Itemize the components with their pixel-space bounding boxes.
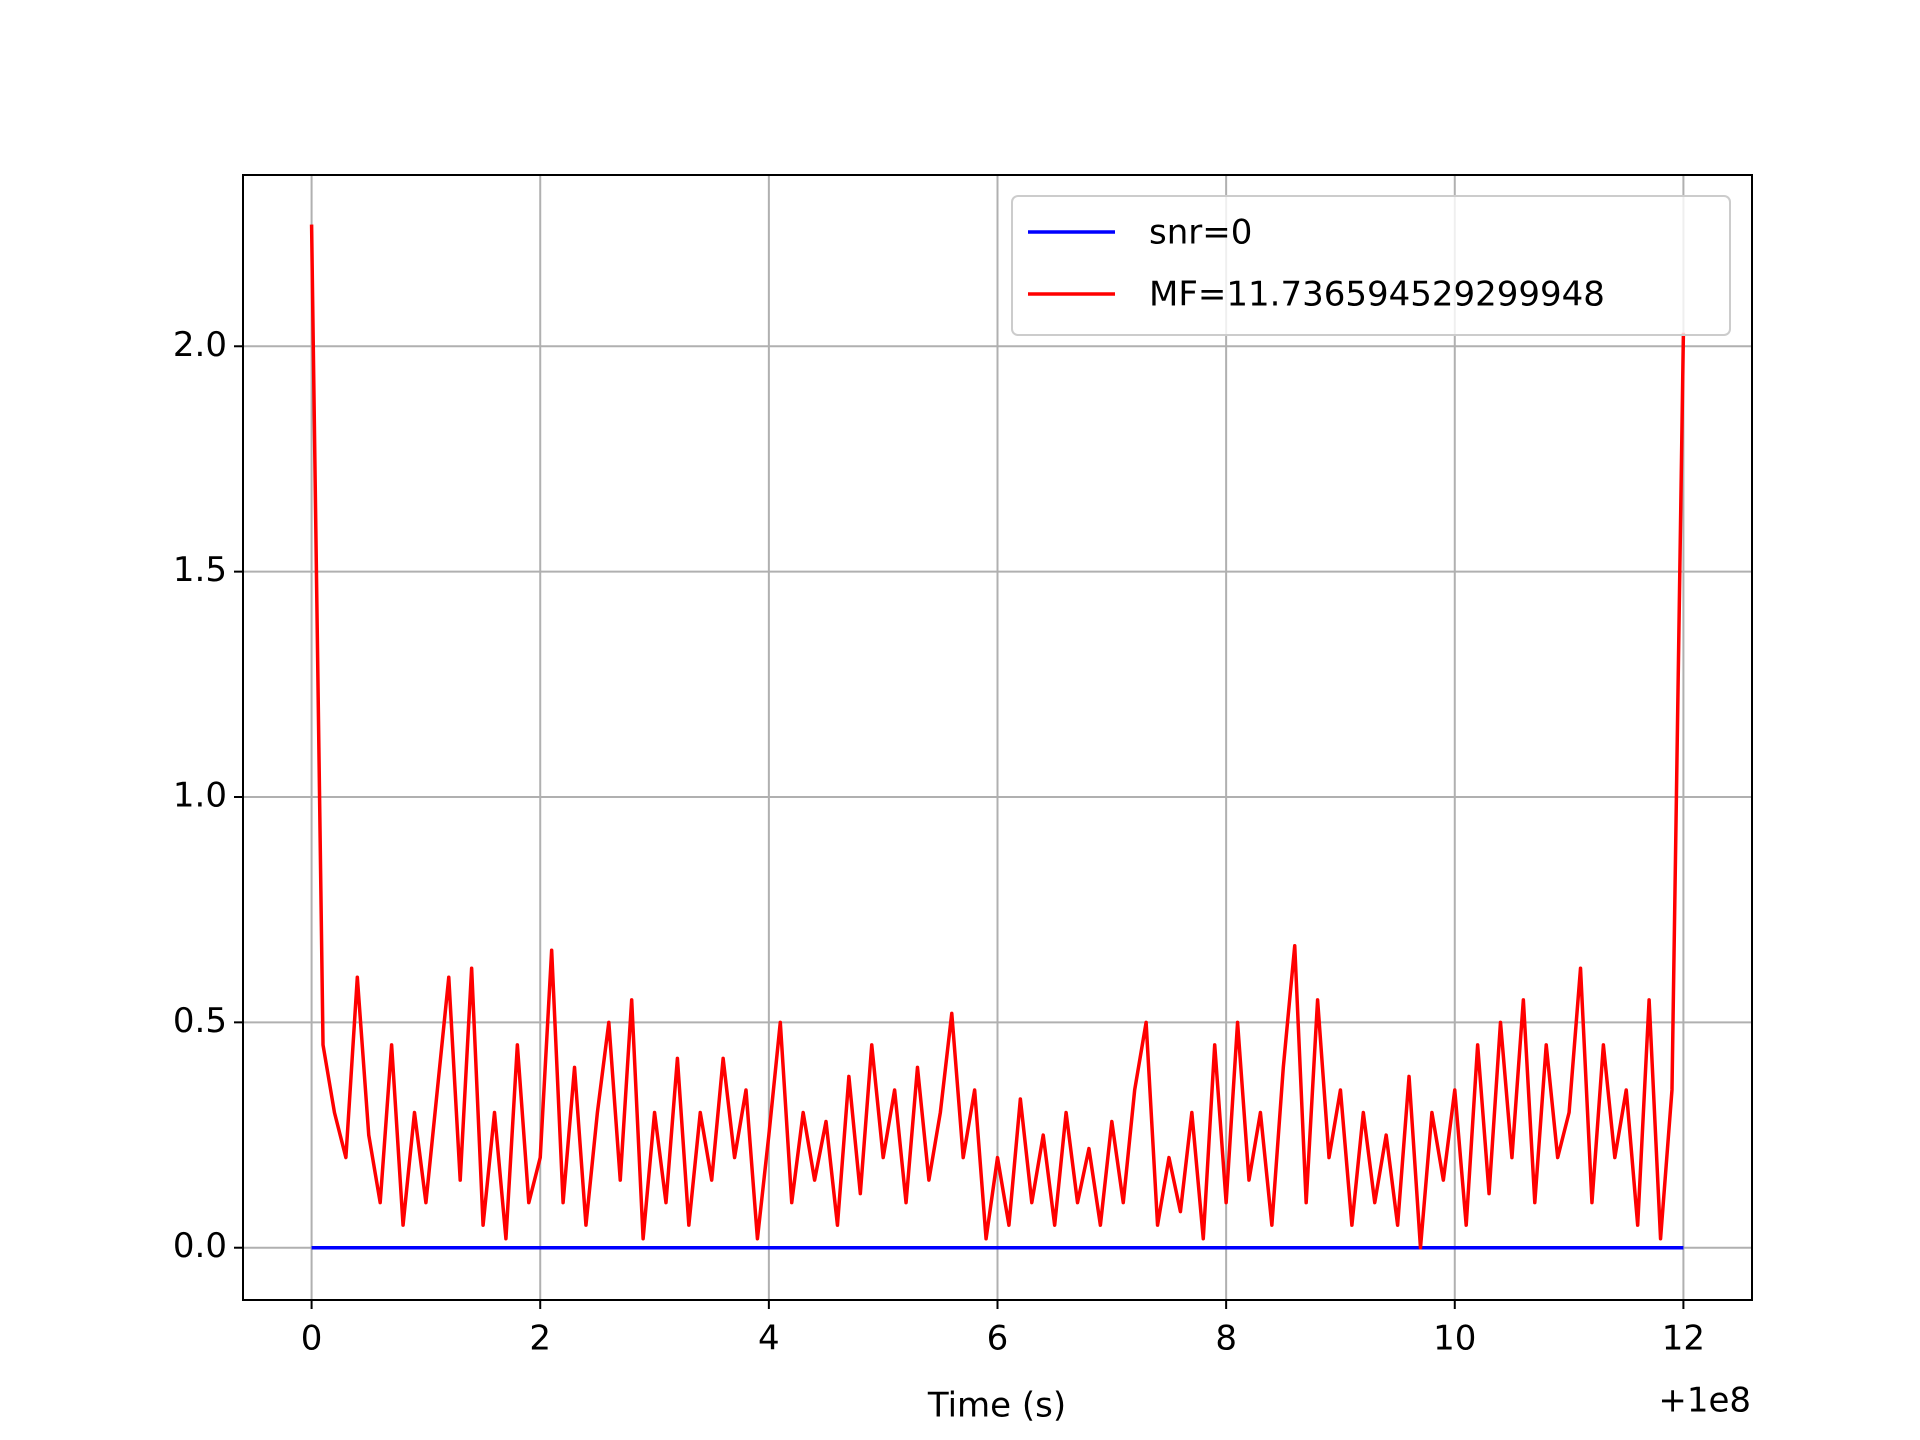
series-line [309, 224, 1686, 1250]
legend: snr=0 MF=11.736594529299948 [1011, 195, 1731, 336]
x-axis-label: Time (s) [927, 1386, 1066, 1426]
x-tick-label: 8 [1215, 1319, 1237, 1359]
axes-frame [242, 174, 1753, 1301]
y-tick-label: 1.0 [173, 775, 227, 815]
y-tick-label: 0.0 [173, 1226, 227, 1266]
y-tick-label: 1.5 [173, 550, 227, 590]
y-tick-label: 0.5 [173, 1001, 227, 1041]
x-tick-label: 6 [987, 1319, 1009, 1359]
x-tick-label: 0 [301, 1319, 323, 1359]
y-tick-label: 2.0 [173, 325, 227, 365]
legend-label: snr=0 [1149, 213, 1252, 253]
x-tick-label: 4 [758, 1319, 780, 1359]
x-tick-label: 2 [529, 1319, 551, 1359]
x-tick-label: 12 [1662, 1319, 1705, 1359]
legend-label: MF=11.736594529299948 [1149, 275, 1605, 315]
x-offset-label: +1e8 [1658, 1381, 1751, 1421]
x-tick-label: 10 [1433, 1319, 1476, 1359]
legend-box [1011, 195, 1731, 336]
